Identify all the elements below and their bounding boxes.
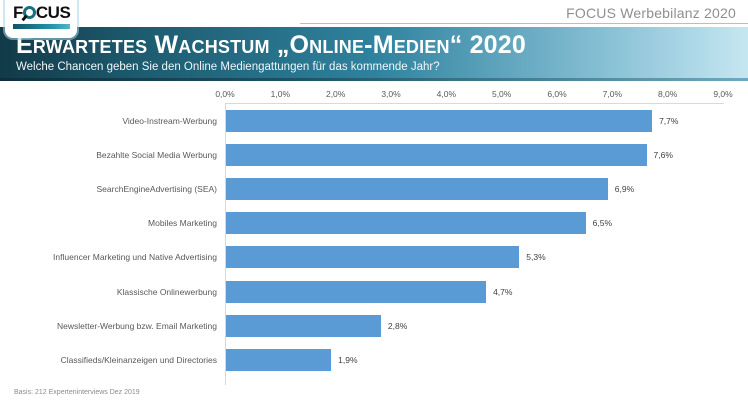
x-axis-tick: 4,0%	[436, 89, 457, 99]
chart-bar	[226, 280, 487, 303]
chart-bar	[226, 212, 586, 235]
x-axis-tick: 0,0%	[215, 89, 235, 99]
x-axis-tick: 5,0%	[491, 89, 512, 99]
report-label: FOCUS Werbebilanz 2020	[566, 5, 736, 21]
category-label: SearchEngineAdvertising (SEA)	[96, 184, 217, 195]
footer-basis-note: Basis: 212 Experteninterviews Dez 2019	[14, 389, 140, 396]
focus-logo-text: F CUS	[13, 3, 77, 23]
y-axis-line	[225, 103, 226, 385]
title-banner: Erwartetes Wachstum „Online-Medien“ 2020…	[0, 27, 748, 78]
logo-letter-f: F	[13, 3, 23, 22]
value-label: 6,9%	[614, 184, 635, 195]
chart-bar	[226, 144, 647, 167]
category-label: Klassische Onlinewerbung	[116, 286, 217, 297]
x-axis-tick: 9,0%	[713, 89, 733, 99]
chart-bar	[226, 314, 381, 337]
category-label: Classifieds/Kleinanzeigen und Directorie…	[60, 354, 217, 365]
chart-bar	[226, 246, 520, 269]
chart-bar	[226, 178, 608, 201]
page-title: Erwartetes Wachstum „Online-Medien“ 2020	[16, 31, 526, 59]
page-subtitle: Welche Chancen geben Sie den Online Medi…	[16, 61, 440, 73]
logo-underline-bar	[13, 24, 70, 29]
value-label: 7,7%	[659, 116, 679, 127]
x-axis-tick: 8,0%	[657, 89, 678, 99]
value-label: 2,8%	[387, 320, 408, 331]
report-rule	[300, 23, 748, 24]
value-label: 4,7%	[493, 286, 513, 297]
x-axis-line	[225, 103, 724, 104]
chart-bar	[226, 110, 653, 133]
logo-letters-cus: CUS	[35, 3, 71, 22]
x-axis-tick: 2,0%	[325, 89, 346, 99]
x-axis-tick: 6,0%	[547, 89, 567, 99]
magnifier-icon	[22, 6, 36, 19]
x-axis-tick: 3,0%	[381, 89, 401, 99]
category-label: Bezahlte Social Media Werbung	[96, 150, 217, 161]
category-label: Video-Instream-Werbung	[122, 116, 217, 127]
category-label: Mobiles Marketing	[148, 218, 217, 229]
category-label: Newsletter-Werbung bzw. Email Marketing	[57, 320, 217, 331]
value-label: 7,6%	[653, 150, 673, 161]
category-label: Influencer Marketing und Native Advertis…	[53, 252, 217, 263]
value-label: 1,9%	[338, 354, 358, 365]
value-label: 6,5%	[592, 218, 613, 229]
x-axis-tick: 1,0%	[270, 89, 291, 99]
x-axis-tick: 7,0%	[602, 89, 623, 99]
focus-logo: F CUS	[5, 0, 77, 38]
banner-bottom-strip	[0, 78, 748, 81]
value-label: 5,3%	[526, 252, 546, 263]
chart-bar	[226, 348, 332, 371]
